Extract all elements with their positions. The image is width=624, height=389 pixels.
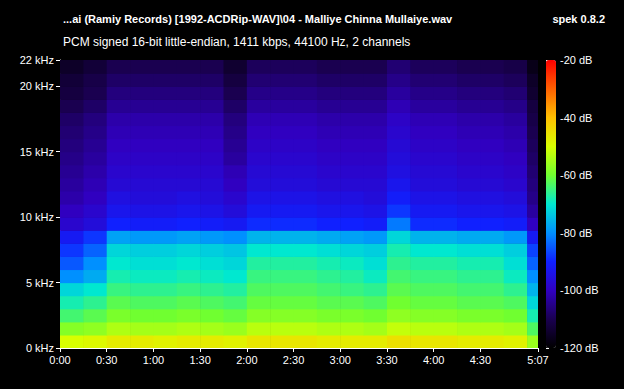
svg-text:3:00: 3:00 [330,354,351,366]
svg-text:2:00: 2:00 [236,354,257,366]
svg-text:...ai (Ramiy Records) [1992-AC: ...ai (Ramiy Records) [1992-ACDRip-WAV]\… [63,13,453,25]
svg-text:-120 dB: -120 dB [560,342,599,354]
svg-text:5 kHz: 5 kHz [26,277,54,289]
svg-text:-60 dB: -60 dB [560,169,592,181]
svg-text:4:30: 4:30 [470,354,491,366]
svg-text:3:30: 3:30 [376,354,397,366]
svg-text:0:30: 0:30 [96,354,117,366]
svg-text:spek 0.8.2: spek 0.8.2 [552,13,605,25]
svg-text:-40 dB: -40 dB [560,112,592,124]
svg-text:1:00: 1:00 [143,354,164,366]
svg-text:-20 dB: -20 dB [560,54,592,66]
svg-text:22 kHz: 22 kHz [20,54,54,66]
svg-text:-80 dB: -80 dB [560,227,592,239]
svg-text:0:00: 0:00 [49,354,70,366]
svg-text:1:30: 1:30 [189,354,210,366]
svg-text:10 kHz: 10 kHz [20,211,54,223]
svg-text:5:07: 5:07 [527,354,548,366]
svg-text:0 kHz: 0 kHz [26,342,54,354]
svg-text:20 kHz: 20 kHz [20,80,54,92]
svg-text:4:00: 4:00 [423,354,444,366]
svg-text:15 kHz: 15 kHz [20,146,54,158]
svg-text:-100 dB: -100 dB [560,284,599,296]
svg-text:2:30: 2:30 [283,354,304,366]
svg-text:PCM signed 16-bit little-endia: PCM signed 16-bit little-endian, 1411 kb… [63,35,410,49]
